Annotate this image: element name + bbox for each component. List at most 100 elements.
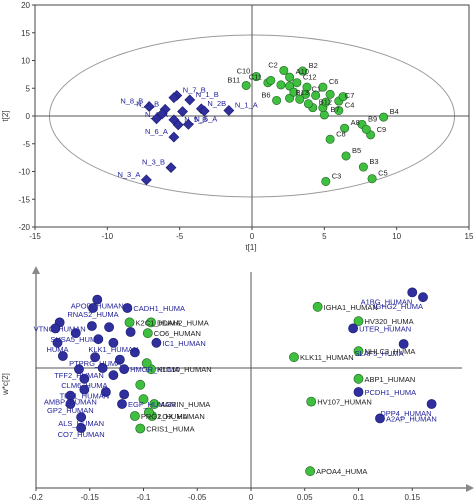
score-point-circle [272,95,282,105]
loading-point-label: PTPRG_HUMA [69,359,121,368]
loading-point-label: UTER_HUMAN [359,324,411,333]
score-point-circle [289,87,299,97]
score-points [140,65,389,186]
score-point-circle [295,94,305,104]
loading-point-label: HMGR_HUMA [130,365,179,374]
loading-point [129,347,140,358]
loading-point [146,317,156,328]
loading-point-label: AGRIN_HUMA [160,400,210,409]
loading-point-label: IGHA1_HUMAN [324,303,378,312]
score-point-circle [325,134,335,144]
loading-point-label: HV320_HUMA [365,317,414,326]
score-point-label: B13 [296,88,309,97]
loading-point [426,399,437,409]
loading-point-label: ALS_HUMAN [58,419,104,428]
loading-point [117,399,127,409]
loading-point [142,328,153,339]
score-y-tick-label: 15 [21,29,30,38]
score-x-ticks: -15 -10 -5 0 5 10 15 [29,227,474,241]
score-point-diamond [168,131,180,143]
loading-point [122,303,133,313]
loading-point [353,316,364,327]
loading-x-axis-arrow [466,484,474,492]
score-point-circle [321,97,331,107]
score-point-label: B4 [390,107,399,116]
score-point-label: N_1_B [196,90,219,99]
score-y-tick-label: -15 [18,195,30,204]
loading-point [104,322,114,333]
loading-point-label: TFF2_HUMAN [54,371,104,380]
loading-point-label: APOA4_HUMA [316,467,367,476]
loading-y-axis-arrow [32,266,40,274]
loading-point-label: ABP1_HUMAN [365,375,416,384]
score-point-label: N_3_A [117,170,140,179]
loading-point [52,337,63,348]
loading-point [149,399,160,409]
loading-point-label: KLK11_HUMAN [300,353,354,362]
score-point-circle [319,110,329,120]
loading-point [108,337,119,348]
score-point-label: B9 [368,114,377,123]
score-x-tick-label: -15 [29,232,41,241]
score-point-diamond [172,119,184,131]
loading-point-label: CO6_HUMAN [154,329,201,338]
score-point-circle [279,65,289,75]
score-point-label: N_3_B [142,158,165,167]
loading-point [398,339,409,349]
loading-point-label: A1BG_HUMAN [361,297,413,306]
score-point-circle [285,72,295,82]
score-point-label: B11 [227,75,240,84]
score-point-label: C11 [249,73,262,82]
loading-point [418,292,428,303]
score-x-tick-label: 10 [392,232,401,241]
loading-point [124,317,135,328]
score-point-circle [341,151,351,161]
loading-point [305,466,316,477]
score-point-circle [367,174,377,184]
score-point-label: C10 [237,67,251,76]
score-point-label: C12 [303,73,317,82]
loading-point [108,370,119,381]
score-point-label: N_2B [207,99,226,108]
score-point-label: C2 [268,60,278,69]
score-y-tick-label: -20 [18,223,30,232]
score-point-circle [303,99,313,109]
loading-point [90,352,101,363]
loading-point-label: K1C10_HUMAN [157,365,212,374]
score-y-ticks: 20 15 10 5 0 -5 -10 -15 -20 [18,1,35,232]
loading-point [76,412,87,423]
loading-point [375,413,385,424]
loading-point-label: CRIS1_HUMA [146,424,194,433]
loading-plot: -0.2 -0.15 -0.1 -0.05 0 0.05 0.1 0.15 APOD_HUMA… [1,266,474,502]
score-point-circle [334,105,344,115]
score-point-circle [379,112,389,122]
score-point-label: N_6_A [145,127,168,136]
score-point-label: C8 [336,129,346,138]
score-y-tick-label: -5 [23,140,31,149]
loading-point [114,354,125,365]
score-point-circle [325,89,335,99]
loading-point [70,328,81,339]
loading-point-label: IC1_HUMAN [162,339,205,348]
loading-x-tick-label: 0.15 [404,493,420,502]
score-y-tick-label: 10 [21,57,30,66]
loading-point-label: A2AP_HUMAN [386,414,437,423]
score-x-tick-label: 5 [322,232,327,241]
score-point-label: N_1_A [235,100,258,109]
score-point-label: B7 [330,105,339,114]
loading-point-label: PRG2_HUMA [141,412,188,421]
loading-point-label: DPP4_HUMAN [380,409,431,418]
score-point-circle [298,66,308,76]
score-point-circle [285,81,295,91]
score-point-circle [340,123,350,133]
loading-point [348,323,359,334]
score-point-diamond [223,105,235,116]
loading-x-tick-label: 0 [249,493,254,502]
score-point-diamond [143,101,155,112]
score-x-tick-label: -5 [176,232,184,241]
loading-point-label: RNAS2_HUMA [67,310,118,319]
score-x-tick-label: 0 [250,232,255,241]
score-y-tick-label: -10 [18,168,30,177]
